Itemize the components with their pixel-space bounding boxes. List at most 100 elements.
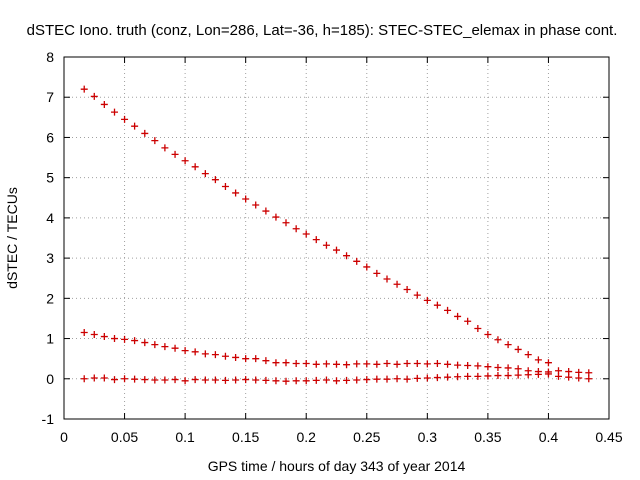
data-point: [141, 376, 149, 384]
data-point: [333, 246, 340, 254]
data-point: [191, 348, 199, 356]
data-point: [191, 376, 199, 384]
data-point: [100, 100, 108, 108]
data-point: [444, 306, 452, 314]
data-point: [474, 325, 482, 332]
series-lower: [80, 370, 593, 385]
data-point: [454, 312, 462, 320]
data-point: [232, 376, 240, 384]
series-upper: [80, 85, 552, 367]
data-point: [201, 350, 209, 358]
data-point: [383, 275, 391, 283]
data-point: [504, 372, 512, 380]
ticks: 0 0.05 0.1 0.15 0.2 0.25 0.3 0.35 0.4 0.45 -1 0 1 2 3 4…: [42, 49, 623, 445]
x-tick-label: 0.1: [175, 429, 195, 445]
data-point: [454, 361, 462, 369]
data-point: [343, 376, 351, 384]
plot-frame: [63, 56, 610, 420]
data-point: [111, 376, 119, 384]
data-point: [383, 359, 391, 367]
data-point: [262, 207, 270, 215]
data-point: [232, 353, 240, 361]
data-point: [171, 150, 179, 158]
data-point: [423, 296, 431, 304]
data-point: [151, 376, 159, 384]
data-point: [262, 376, 270, 384]
data-point: [363, 263, 371, 271]
data-point: [161, 376, 169, 384]
data-point: [514, 365, 522, 373]
data-point: [302, 377, 310, 385]
data-point: [151, 341, 159, 349]
series-middle: [80, 329, 593, 377]
data-point: [363, 376, 371, 384]
data-point: [80, 85, 88, 93]
data-point: [393, 280, 401, 288]
data-point: [353, 257, 361, 265]
data-point: [393, 375, 401, 383]
data-point: [242, 376, 250, 384]
data-point: [161, 343, 169, 351]
data-point: [423, 374, 431, 382]
data-point: [161, 144, 169, 152]
x-tick-label: 0.3: [418, 429, 438, 445]
data-point: [282, 359, 290, 367]
data-point: [262, 357, 270, 365]
data-point: [333, 377, 340, 385]
data-point: [403, 285, 411, 293]
data-point: [90, 331, 98, 339]
data-point: [343, 361, 351, 369]
data-point: [292, 359, 300, 367]
data-point: [292, 225, 300, 233]
data-point: [444, 360, 452, 368]
data-point: [474, 372, 482, 380]
data-point: [494, 364, 502, 372]
data-point: [151, 137, 159, 145]
data-point: [121, 375, 129, 383]
chart-title: dSTEC Iono. truth (conz, Lon=286, Lat=-3…: [27, 22, 618, 39]
data-point: [90, 92, 98, 100]
data-point: [484, 331, 492, 339]
y-tick-label: 2: [46, 290, 54, 306]
data-point: [433, 374, 441, 382]
x-tick-label: 0.2: [296, 429, 316, 445]
data-point: [393, 360, 401, 368]
data-point: [403, 359, 411, 367]
data-point: [141, 339, 149, 347]
y-tick-label: 0: [46, 371, 54, 387]
data-point: [464, 372, 472, 380]
data-point: [282, 219, 290, 227]
data-point: [252, 355, 260, 363]
data-point: [343, 252, 351, 260]
y-tick-label: 7: [46, 89, 54, 105]
data-point: [181, 377, 189, 385]
data-point: [100, 374, 108, 382]
data-point: [181, 347, 189, 355]
data-point: [221, 376, 229, 384]
data-point: [524, 351, 532, 359]
data-point: [534, 370, 542, 378]
data-point: [413, 359, 421, 367]
data-point: [544, 370, 552, 378]
data-point: [464, 317, 472, 325]
data-point: [373, 375, 381, 383]
data-point: [312, 376, 320, 384]
data-point: [444, 373, 452, 381]
x-tick-label: 0.35: [474, 429, 501, 445]
x-tick-label: 0.45: [595, 429, 622, 445]
data-point: [292, 377, 300, 385]
data-point: [575, 374, 583, 382]
data-point: [232, 189, 240, 197]
data-point: [121, 115, 129, 123]
data-point: [272, 377, 280, 385]
data-point: [171, 376, 179, 384]
data-point: [484, 372, 492, 380]
x-tick-label: 0.4: [539, 429, 559, 445]
data-point: [221, 183, 229, 191]
data-point: [433, 301, 441, 309]
data-point: [141, 129, 149, 137]
data-point: [363, 360, 371, 368]
data-point: [252, 376, 260, 384]
data-point: [373, 360, 381, 368]
data-point: [333, 360, 340, 368]
